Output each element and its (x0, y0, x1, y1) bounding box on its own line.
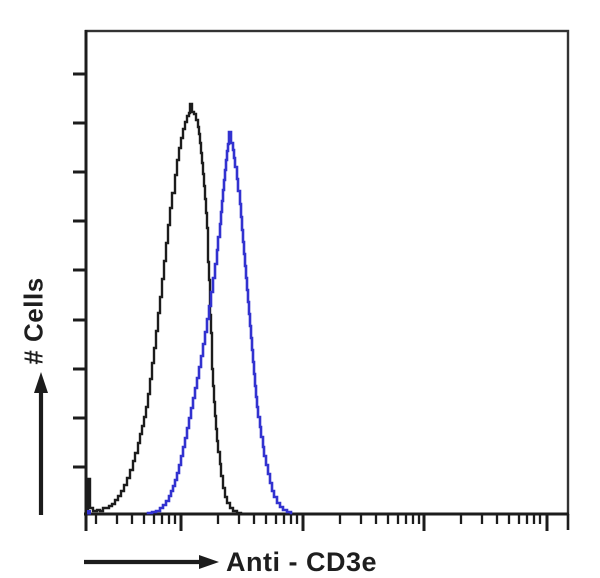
x-axis-ticks (94, 514, 549, 531)
y-axis-ticks (73, 72, 86, 469)
anti-cd3e-blue-histogram-origin-mark (87, 510, 91, 515)
histogram-curves (85, 102, 293, 516)
plot-border (84, 29, 570, 531)
x-axis-label: Anti - CD3e (226, 547, 378, 577)
x-axis-arrow-icon (84, 555, 219, 569)
control-black-histogram (85, 102, 243, 516)
y-axis-arrow-icon (34, 372, 48, 515)
y-axis-label: # Cells (18, 277, 49, 365)
anti-cd3e-blue-histogram (146, 130, 293, 515)
